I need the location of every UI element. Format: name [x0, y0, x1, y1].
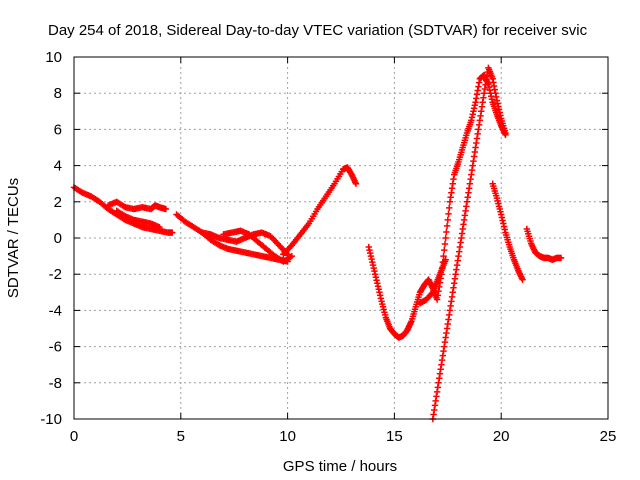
y-tick-label: -4 [49, 302, 62, 319]
x-tick-label: 15 [386, 428, 403, 445]
y-tick-label: 2 [54, 194, 62, 211]
data-point-marker [156, 223, 163, 231]
y-tick-label: -10 [40, 411, 62, 428]
y-tick-label: 10 [45, 49, 62, 66]
data-point-marker [288, 252, 296, 260]
series-pass-7 [280, 164, 360, 258]
y-tick-label: 6 [54, 121, 62, 138]
series-pass-2 [104, 198, 170, 213]
chart-title: Day 254 of 2018, Sidereal Day-to-day VTE… [48, 22, 588, 39]
y-axis-label: SDTVAR / TECUs [5, 178, 22, 298]
data-point-marker [519, 276, 526, 283]
y-tick-label: -6 [49, 339, 62, 356]
data-point-marker [443, 228, 450, 236]
series-pass-3 [113, 207, 163, 231]
axis-ticks: 0 5 10 15 20 25 -10 -8 -6 -4 -2 0 2 4 6 8 10 [40, 49, 616, 445]
y-tick-label: -2 [49, 266, 62, 283]
series-pass-5 [198, 229, 291, 265]
data-point-marker [169, 229, 176, 236]
y-tick-label: 4 [54, 158, 62, 175]
data-point-marker [443, 222, 451, 230]
series-pass-6 [220, 227, 296, 265]
data-point-marker [442, 256, 449, 263]
x-tick-label: 5 [177, 428, 185, 445]
data-point-marker [444, 216, 451, 224]
x-axis-label: GPS time / hours [283, 458, 397, 475]
series-pass-10 [429, 64, 509, 423]
data-point-marker [442, 234, 449, 242]
data-point-marker [445, 210, 452, 218]
data-point-marker [446, 204, 453, 212]
data-point-marker [441, 240, 449, 248]
data-point-marker [557, 254, 565, 262]
series-pass-12 [523, 225, 565, 263]
y-tick-label: 0 [54, 230, 62, 247]
x-tick-label: 0 [70, 428, 78, 445]
y-tick-label: 8 [54, 85, 62, 102]
series-pass-11 [489, 180, 526, 283]
x-tick-label: 25 [600, 428, 617, 445]
plot-frame [73, 56, 609, 420]
x-tick-label: 10 [279, 428, 296, 445]
data-point-marker [441, 246, 448, 254]
x-tick-label: 20 [493, 428, 510, 445]
data-point-marker [502, 129, 509, 137]
data-points [70, 64, 565, 423]
data-point-marker [440, 252, 447, 260]
series-pass-9 [416, 256, 449, 307]
data-point-marker [352, 180, 360, 187]
grid [74, 57, 608, 419]
data-point-marker [162, 205, 170, 213]
y-tick-label: -8 [49, 375, 62, 392]
